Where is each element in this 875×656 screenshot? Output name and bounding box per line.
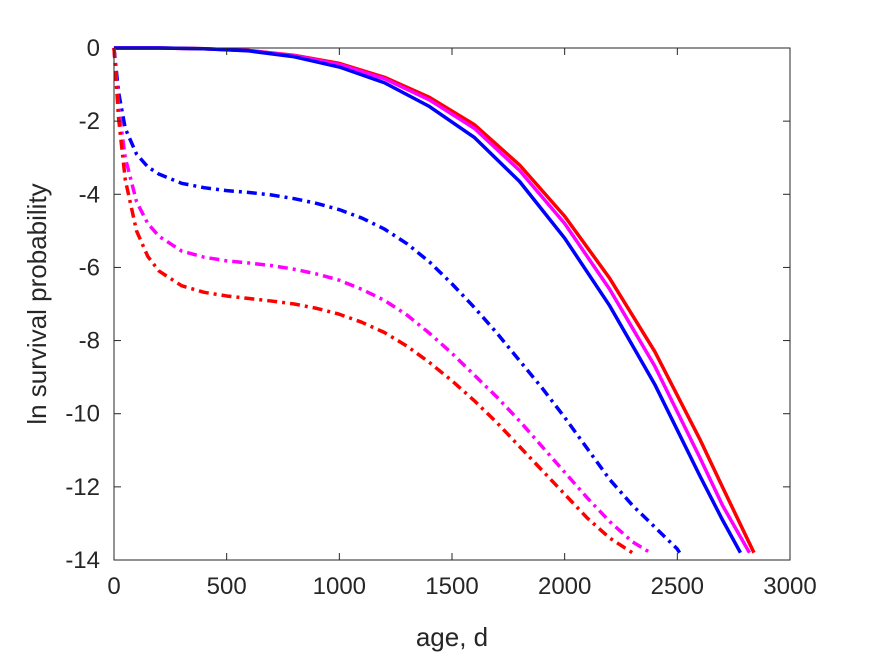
- x-tick-label: 0: [107, 573, 120, 600]
- x-tick-label: 2500: [651, 573, 704, 600]
- plot-area: [114, 48, 790, 560]
- y-tick-label: -14: [65, 547, 100, 574]
- x-tick-label: 500: [207, 573, 247, 600]
- y-tick-label: -6: [79, 254, 100, 281]
- x-tick-label: 1500: [425, 573, 478, 600]
- x-tick-label: 3000: [763, 573, 816, 600]
- y-tick-label: -2: [79, 108, 100, 135]
- x-tick-label: 2000: [538, 573, 591, 600]
- y-tick-label: -10: [65, 401, 100, 428]
- y-tick-label: -8: [79, 328, 100, 355]
- x-axis-label: age, d: [416, 622, 488, 652]
- series-line-5: [112, 47, 634, 555]
- y-axis-label: ln survival probability: [22, 183, 52, 424]
- y-tick-label: -12: [65, 474, 100, 501]
- series-line-3: [112, 47, 682, 554]
- tick-layer: 0 500 1000 1500 2000 2500 3000 0 -2 -4 -6 -8 -10 -12 -…: [65, 35, 816, 600]
- x-tick-label: 1000: [313, 573, 366, 600]
- y-tick-label: -4: [79, 181, 100, 208]
- series-line-4: [112, 47, 652, 555]
- y-tick-label: 0: [87, 35, 100, 62]
